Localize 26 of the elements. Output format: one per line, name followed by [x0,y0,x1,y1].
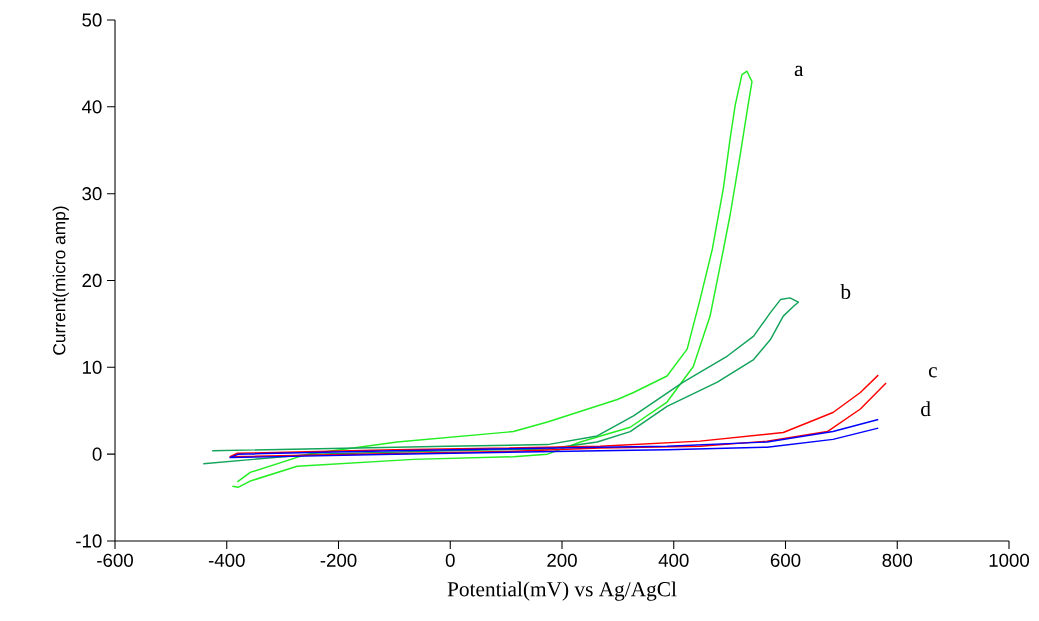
text: a [794,65,804,77]
x-tick-label: 400 [658,553,689,567]
text: d [921,401,931,417]
x-tick-label: 600 [770,553,801,567]
y-axis-title: Current(micro amp) [52,206,69,355]
x-axis-title: Potential(mV) vs Ag/AgCl [447,581,677,601]
y-tick-label: 20 [82,273,102,288]
x-tick-label: -200 [320,553,357,567]
line-series [202,297,800,465]
line-series [229,374,887,458]
y-tick-label: 10 [82,360,102,374]
y-tick-label: 50 [82,13,102,27]
x-tick-label: -400 [208,553,245,567]
series-label: b [840,284,851,300]
y-tick-label: -10 [76,534,102,548]
y-tick-label: 30 [82,187,102,201]
text: c [928,367,937,378]
x-tick-label: 0 [445,553,455,567]
y-tick-label: 0 [92,447,102,461]
x-tick-label: 1000 [989,553,1030,567]
line-series [231,70,753,488]
x-tick-label: 200 [547,553,577,567]
line-series [229,418,879,459]
y-tick-label: 40 [81,100,102,114]
x-tick-label: 800 [882,553,913,567]
x-tick-label: -600 [97,553,133,567]
